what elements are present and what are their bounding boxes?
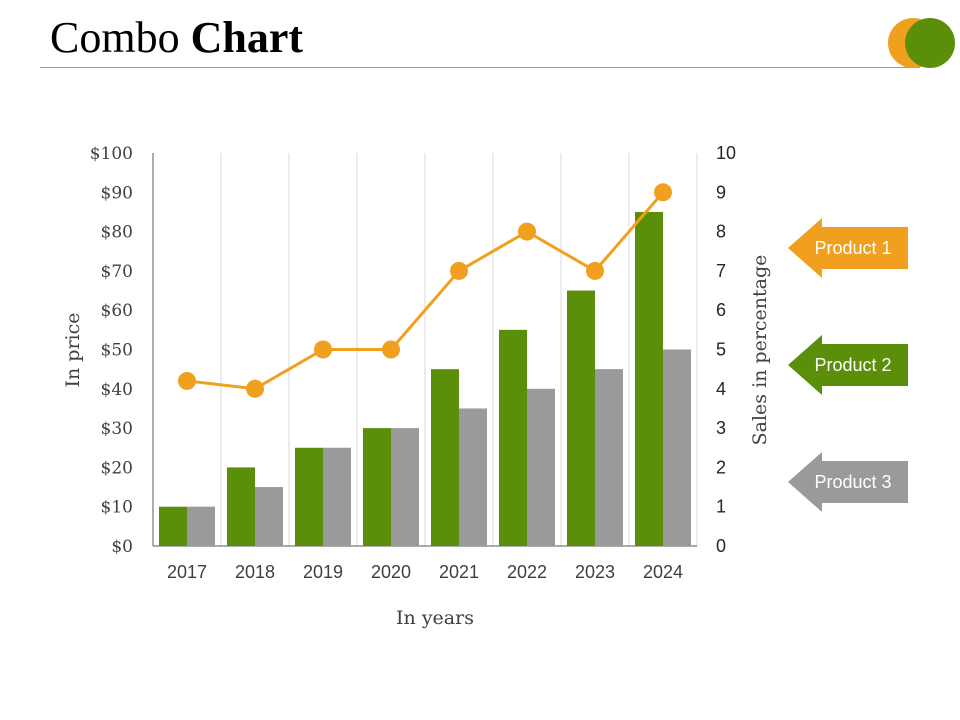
y2-tick-label-0: 0 xyxy=(716,536,726,556)
legend-arrow-shape-2 xyxy=(788,335,908,395)
x-tick-label-2022: 2022 xyxy=(507,562,547,582)
legend-arrow-shape-1 xyxy=(788,218,908,278)
line-point-2024 xyxy=(654,183,672,202)
y-tick-label-3: $30 xyxy=(101,419,133,439)
y2-tick-label-3: 3 xyxy=(716,418,726,438)
bar-product-2-2019 xyxy=(295,447,323,546)
y2-axis-title: Sales in percentage xyxy=(749,255,771,446)
bar-product-3-2024 xyxy=(663,349,691,546)
bar-product-2-2022 xyxy=(499,329,527,546)
bar-product-3-2018 xyxy=(255,487,283,546)
y2-tick-label-5: 5 xyxy=(716,340,726,360)
legend-tag-product-1: Product 1 xyxy=(788,218,908,278)
y-tick-label-2: $20 xyxy=(101,458,133,478)
legend-arrow-product-1 xyxy=(788,218,908,278)
line-point-2023 xyxy=(586,261,604,280)
legend-arrow-product-2 xyxy=(788,335,908,395)
bar-product-2-2024 xyxy=(635,211,663,546)
line-point-2019 xyxy=(314,340,332,359)
bar-product-3-2017 xyxy=(187,506,215,546)
y2-tick-label-7: 7 xyxy=(716,261,726,281)
legend-label-product-2: Product 2 xyxy=(814,355,892,375)
y-tick-label-0: $0 xyxy=(111,537,133,557)
y-tick-label-1: $10 xyxy=(101,498,133,518)
bar-product-2-2023 xyxy=(567,290,595,546)
legend-label-product-3: Product 3 xyxy=(814,472,892,492)
x-tick-label-2020: 2020 xyxy=(371,562,411,582)
y2-tick-label-10: 10 xyxy=(716,143,736,163)
y2-tick-label-9: 9 xyxy=(716,182,726,202)
y2-tick-label-8: 8 xyxy=(716,222,726,242)
x-tick-label-2021: 2021 xyxy=(439,562,479,582)
legend-tag-product-2: Product 2 xyxy=(788,335,908,395)
bar-product-3-2022 xyxy=(527,388,555,546)
line-point-2017 xyxy=(178,371,196,390)
bar-product-2-2017 xyxy=(159,506,187,546)
line-point-2018 xyxy=(246,379,264,398)
title-divider xyxy=(40,67,920,68)
y-tick-label-8: $80 xyxy=(101,223,133,243)
bar-product-3-2020 xyxy=(391,428,419,546)
x-tick-label-2023: 2023 xyxy=(575,562,615,582)
y2-tick-label-6: 6 xyxy=(716,300,726,320)
bar-product-3-2019 xyxy=(323,447,351,546)
x-tick-label-2024: 2024 xyxy=(643,562,683,582)
legend-arrow-product-3 xyxy=(788,452,908,512)
y-tick-label-4: $40 xyxy=(101,380,133,400)
y2-tick-label-1: 1 xyxy=(716,497,726,517)
y2-tick-label-4: 4 xyxy=(716,379,726,399)
y-tick-label-9: $90 xyxy=(101,183,133,203)
legend-tag-product-3: Product 3 xyxy=(788,452,908,512)
title-bold: Chart xyxy=(190,13,304,62)
y2-tick-label-2: 2 xyxy=(716,457,726,477)
line-point-2020 xyxy=(382,340,400,359)
logo-circle-green xyxy=(905,18,955,68)
bar-product-2-2021 xyxy=(431,369,459,546)
bar-product-2-2018 xyxy=(227,467,255,546)
y-tick-label-10: $100 xyxy=(90,144,133,164)
y-tick-label-7: $70 xyxy=(101,262,133,282)
x-tick-label-2017: 2017 xyxy=(167,562,207,582)
x-tick-label-2018: 2018 xyxy=(235,562,275,582)
title-light: Combo xyxy=(50,13,180,62)
x-axis-title: In years xyxy=(396,607,474,629)
legend-label-product-1: Product 1 xyxy=(814,238,892,258)
x-tick-label-2019: 2019 xyxy=(303,562,343,582)
line-point-2022 xyxy=(518,222,536,241)
line-product-1 xyxy=(186,191,665,391)
y-tick-label-5: $50 xyxy=(101,341,133,361)
bar-product-3-2023 xyxy=(595,369,623,546)
bar-product-2-2020 xyxy=(363,428,391,546)
bar-product-3-2021 xyxy=(459,408,487,546)
page-title: Combo Chart xyxy=(50,10,303,66)
line-point-2021 xyxy=(450,261,468,280)
legend-arrow-shape-3 xyxy=(788,452,908,512)
y-tick-label-6: $60 xyxy=(101,301,133,321)
y-axis-title: In price xyxy=(62,313,84,388)
